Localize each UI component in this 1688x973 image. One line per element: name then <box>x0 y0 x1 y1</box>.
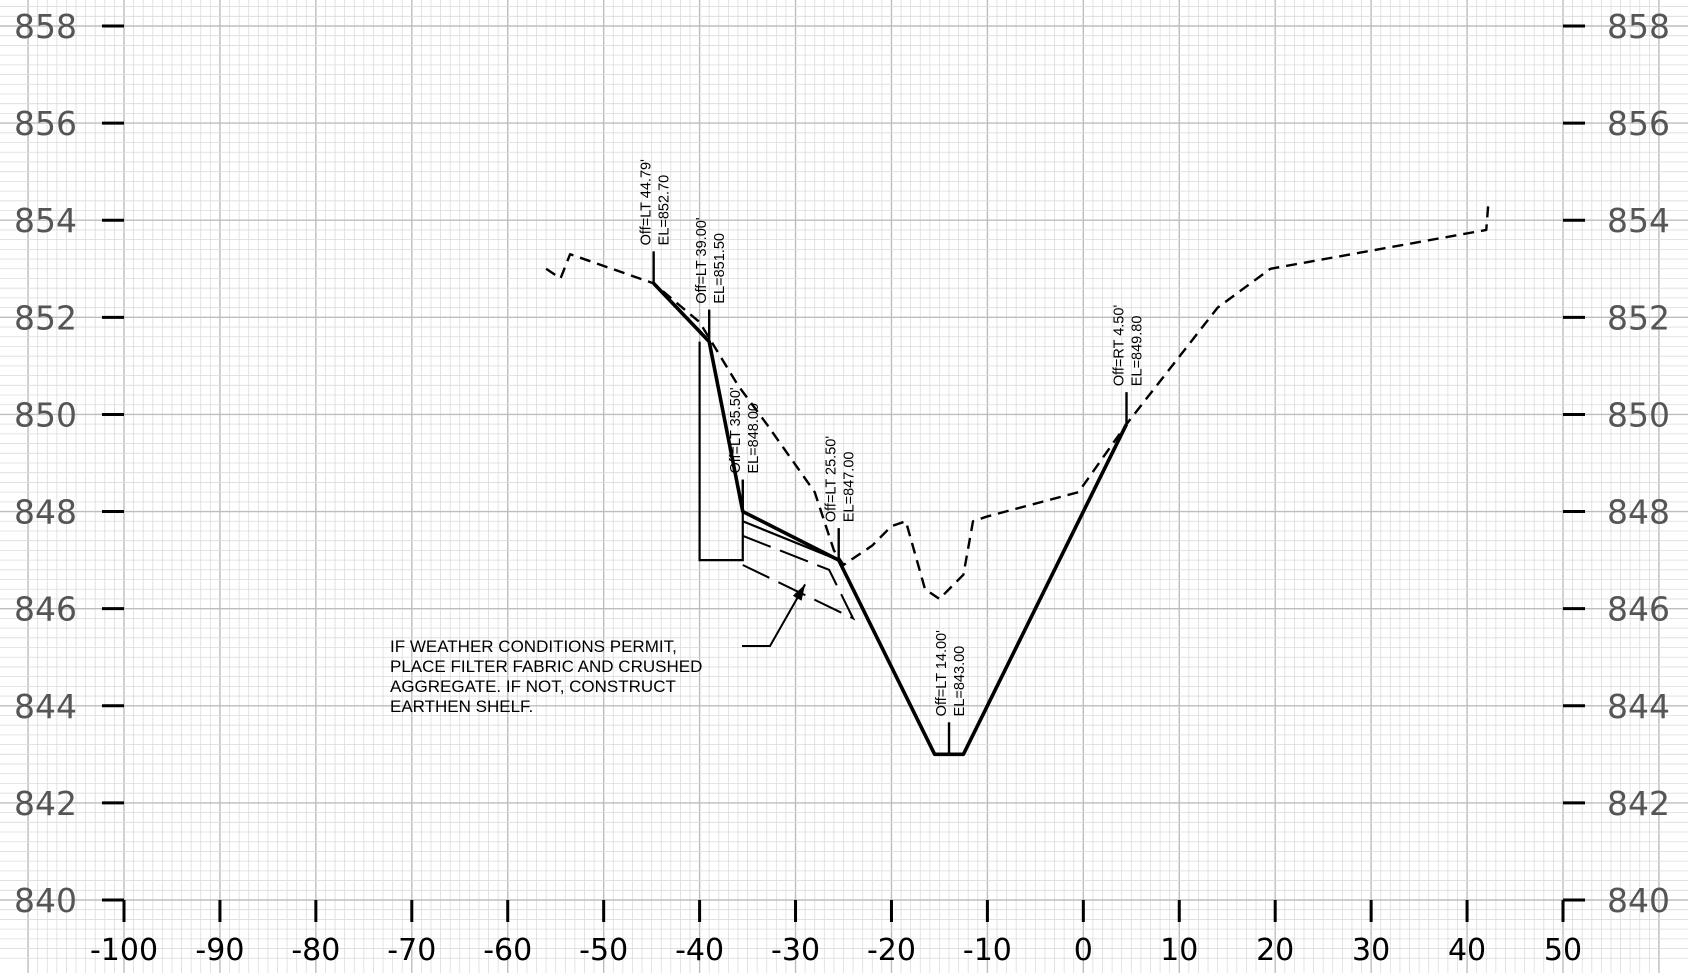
station-offset-text: Off=LT 14.00' <box>934 630 950 716</box>
x-tick-label: 10 <box>1160 933 1198 968</box>
x-tick-label: -50 <box>579 933 628 968</box>
y-tick-label-left: 848 <box>14 493 77 532</box>
x-tick-label: -60 <box>483 933 532 968</box>
x-tick-label: -90 <box>195 933 244 968</box>
y-tick-label-right: 854 <box>1607 201 1670 240</box>
note-arrowhead <box>792 584 806 601</box>
y-tick-label-left: 858 <box>14 7 77 46</box>
station-elevation-text: EL=843.00 <box>952 646 968 717</box>
y-tick-label-right: 842 <box>1607 784 1670 823</box>
y-tick-label-right: 856 <box>1607 104 1670 143</box>
station-elevation-text: EL=851.50 <box>712 233 728 304</box>
note-leader-line <box>742 583 806 647</box>
x-tick-label: 50 <box>1544 933 1582 968</box>
proposed-section-line <box>652 282 1129 757</box>
station-offset-text: Off=RT 4.50' <box>1112 305 1128 387</box>
y-tick-label-left: 852 <box>14 298 77 337</box>
x-tick-label: -10 <box>963 933 1012 968</box>
x-tick-label: -40 <box>675 933 724 968</box>
note-text-line: PLACE FILTER FABRIC AND CRUSHED <box>390 657 702 676</box>
y-tick-label-left: 846 <box>14 590 77 629</box>
x-tick-label: -20 <box>867 933 916 968</box>
y-tick-label-right: 848 <box>1607 493 1670 532</box>
axes: -100 -90 -80 -70 -60 -50 -40 -30 -20 -10 0 10 20 30 40… <box>14 7 1670 968</box>
y-tick-label-left: 840 <box>14 881 77 920</box>
note-text-line: AGGREGATE. IF NOT, CONSTRUCT <box>390 677 676 696</box>
note-text-line: IF WEATHER CONDITIONS PERMIT, <box>390 637 677 656</box>
station-label: Off=LT 39.00' EL=851.50 <box>694 217 728 303</box>
station-elevation-text: EL=849.80 <box>1130 316 1146 387</box>
filter-fabric <box>742 534 856 621</box>
station-elevation-text: EL=847.00 <box>842 452 858 523</box>
x-tick-label: 20 <box>1256 933 1294 968</box>
station-offset-text: Off=LT 25.50' <box>824 436 840 522</box>
y-tick-label-right: 844 <box>1607 687 1670 726</box>
station-elevation-text: EL=852.70 <box>657 175 673 246</box>
y-tick-label-left: 856 <box>14 104 77 143</box>
y-tick-label-right: 852 <box>1607 298 1670 337</box>
station-offset-text: Off=LT 44.79' <box>639 159 655 245</box>
station-label: Off=LT 35.50' EL=848.00 <box>728 387 762 473</box>
y-tick-label-right: 850 <box>1607 395 1670 434</box>
note: IF WEATHER CONDITIONS PERMIT,PLACE FILTE… <box>390 583 806 716</box>
note-text-line: EARTHEN SHELF. <box>390 697 533 716</box>
x-tick-label: -80 <box>291 933 340 968</box>
y-tick-label-left: 850 <box>14 395 77 434</box>
x-tick-label: -100 <box>90 933 158 968</box>
station-label: Off=RT 4.50' EL=849.80 <box>1112 305 1146 387</box>
y-tick-label-right: 840 <box>1607 881 1670 920</box>
station-label: Off=LT 25.50' EL=847.00 <box>824 436 858 522</box>
y-tick-label-left: 854 <box>14 201 77 240</box>
x-tick-label: 40 <box>1448 933 1486 968</box>
y-tick-label-right: 846 <box>1607 590 1670 629</box>
station-offset-text: Off=LT 39.00' <box>694 217 710 303</box>
y-tick-label-left: 842 <box>14 784 77 823</box>
x-tick-label: -70 <box>387 933 436 968</box>
x-tick-label: 0 <box>1074 933 1093 968</box>
x-tick-label: 30 <box>1352 933 1390 968</box>
y-tick-label-left: 844 <box>14 687 77 726</box>
x-tick-label: -30 <box>771 933 820 968</box>
station-elevation-text: EL=848.00 <box>746 403 762 474</box>
existing-ground-line <box>545 205 1490 601</box>
station-label: Off=LT 44.79' EL=852.70 <box>639 159 673 245</box>
y-tick-label-right: 858 <box>1607 7 1670 46</box>
station-offset-text: Off=LT 35.50' <box>728 387 744 473</box>
station-label: Off=LT 14.00' EL=843.00 <box>934 630 968 716</box>
